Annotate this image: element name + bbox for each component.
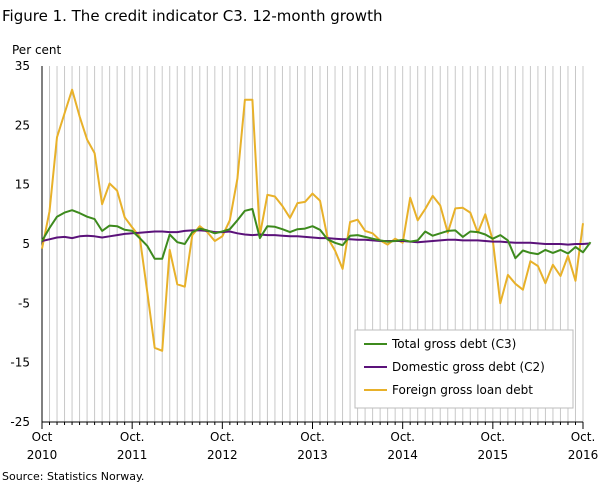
y-tick-label: 25 [15,118,30,132]
y-tick-label: 5 [22,237,30,251]
x-tick-label: Oct. [210,430,235,444]
x-tick-label: Oct. [571,430,596,444]
series-lines [41,88,592,352]
source-note: Source: Statistics Norway. [2,470,145,483]
y-tick-labels: 35 25 15 5 -5 -15 -25 [10,59,30,429]
x-tick-label: Oct. [390,430,415,444]
legend-label: Total gross debt (C3) [391,337,516,351]
y-tick-label: 15 [15,178,30,192]
legend-label: Domestic gross debt (C2) [392,360,545,374]
y-tick-label: -25 [10,415,30,429]
axes [41,66,584,429]
x-tick-label-year: 2013 [297,448,328,462]
x-tick-label-year: 2012 [207,448,238,462]
x-tick-label-year: 2014 [387,448,418,462]
x-tick-label-year: 2011 [117,448,148,462]
x-tick-label-year: 2010 [27,448,58,462]
x-tick-label: Oct. [300,430,325,444]
figure-title: Figure 1. The credit indicator C3. 12-mo… [2,7,383,25]
x-tick-label-year: 2015 [478,448,509,462]
x-tick-label: Oct [32,430,53,444]
y-tick-label: -15 [10,356,30,370]
x-tick-label: Oct. [481,430,506,444]
y-tick-label: -5 [18,296,30,310]
x-tick-labels: Oct 2010 Oct. 2011 Oct. 2012 Oct. 2013 Oct. 2014 O… [27,430,599,462]
y-axis-label: Per cent [12,43,62,57]
legend: Total gross debt (C3) Domestic gross debt… [354,329,574,409]
x-tick-label-year: 2016 [568,448,599,462]
legend-label: Foreign gross loan debt [392,383,533,397]
series-line [41,208,592,260]
x-tick-label: Oct. [120,430,145,444]
legend-box [354,329,574,409]
y-tick-label: 35 [15,59,30,73]
series-line [41,88,584,352]
